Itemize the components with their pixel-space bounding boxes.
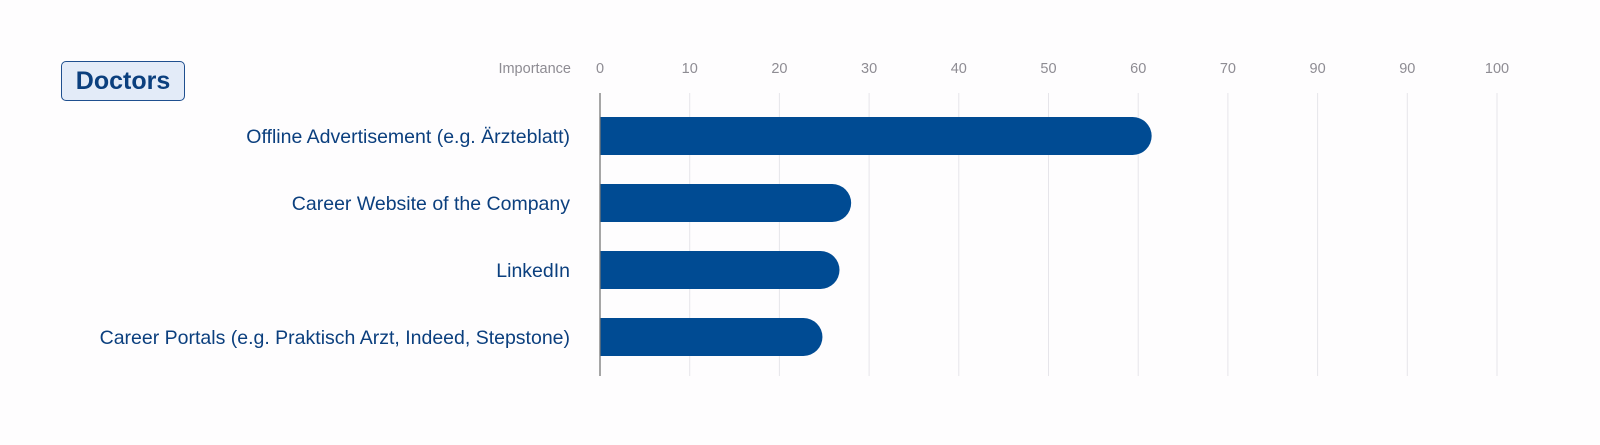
category-label-2: LinkedIn xyxy=(496,260,570,282)
x-tick-label-8: 90 xyxy=(1310,61,1326,77)
bars xyxy=(600,117,1152,356)
x-tick-label-2: 20 xyxy=(771,61,787,77)
category-label-0: Offline Advertisement (e.g. Ärzteblatt) xyxy=(246,126,570,148)
x-tick-label-5: 50 xyxy=(1040,61,1056,77)
x-axis-ticks: Importance 0 10 20 30 40 50 60 70 90 90 100 xyxy=(498,61,1509,77)
x-tick-label-9: 90 xyxy=(1399,61,1415,77)
bar-3 xyxy=(600,318,823,356)
x-tick-label-7: 70 xyxy=(1220,61,1236,77)
x-tick-label-10: 100 xyxy=(1485,61,1509,77)
x-tick-label-1: 10 xyxy=(682,61,698,77)
bar-1 xyxy=(600,184,852,222)
category-label-3: Career Portals (e.g. Praktisch Arzt, Ind… xyxy=(100,327,570,349)
x-tick-label-3: 30 xyxy=(861,61,877,77)
bar-0 xyxy=(600,117,1152,155)
doctors-badge: Doctors xyxy=(61,61,185,101)
x-tick-label-6: 60 xyxy=(1130,61,1146,77)
bar-2 xyxy=(600,251,840,289)
category-label-1: Career Website of the Company xyxy=(292,193,570,215)
category-labels: Offline Advertisement (e.g. Ärzteblatt) C… xyxy=(100,126,571,349)
x-tick-label-0: 0 xyxy=(596,61,604,77)
x-tick-label-4: 40 xyxy=(951,61,967,77)
x-axis-title: Importance xyxy=(498,61,571,77)
